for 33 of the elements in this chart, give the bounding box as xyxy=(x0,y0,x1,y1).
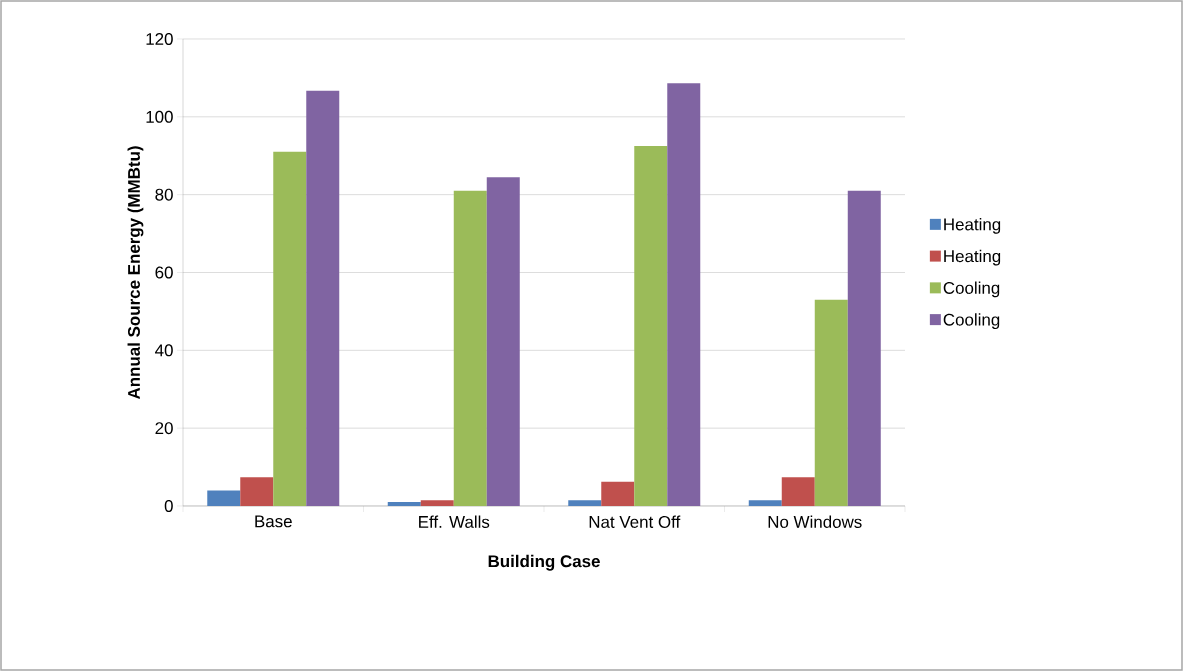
bar xyxy=(387,502,421,506)
bar xyxy=(306,90,340,506)
x-tick-label: Nat Vent Off xyxy=(589,515,681,528)
bar xyxy=(667,83,701,506)
y-tick-label: 0 xyxy=(164,499,173,512)
legend-label: Heating xyxy=(944,249,1001,266)
legend-label: Heating xyxy=(944,217,1001,234)
y-axis-title: Annual Source Energy (MMBtu) xyxy=(127,146,144,400)
bar xyxy=(814,299,848,506)
x-tick-label: Eff. Walls xyxy=(419,515,490,528)
bar xyxy=(486,177,520,506)
bar xyxy=(601,481,635,506)
y-tick-label: 60 xyxy=(155,266,173,279)
legend-label: Cooling xyxy=(943,281,1000,298)
bar xyxy=(207,490,241,506)
y-tick-label: 100 xyxy=(146,110,173,123)
bar xyxy=(781,477,815,506)
y-tick-label: 40 xyxy=(155,344,173,357)
bar xyxy=(568,500,602,506)
bar xyxy=(453,190,487,506)
x-tick-label: No Windows xyxy=(768,515,862,528)
bar xyxy=(240,477,274,506)
bar xyxy=(748,500,782,506)
x-axis-title: Building Case xyxy=(488,554,600,571)
x-tick-label: Base xyxy=(255,515,292,528)
bar xyxy=(847,190,881,506)
bar xyxy=(420,500,454,506)
bar xyxy=(273,151,307,506)
y-tick-label: 20 xyxy=(155,422,173,435)
y-tick-label: 120 xyxy=(146,32,173,45)
bar xyxy=(634,146,668,506)
legend-label: Cooling xyxy=(943,313,1000,330)
y-tick-label: 80 xyxy=(155,188,173,201)
